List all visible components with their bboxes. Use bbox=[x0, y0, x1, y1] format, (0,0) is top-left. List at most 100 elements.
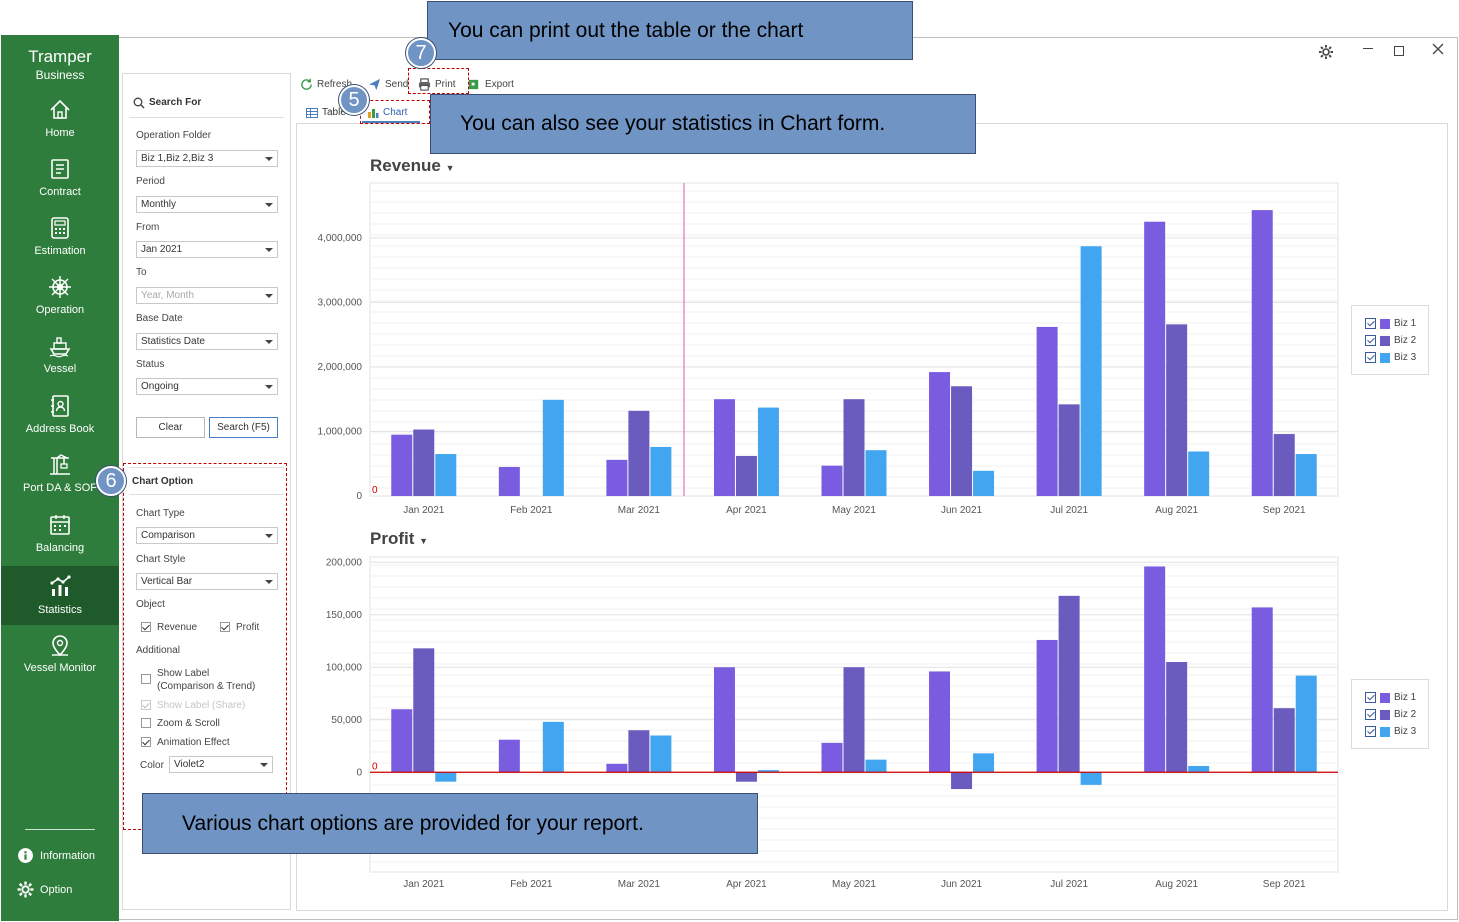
legend-item-biz2[interactable]: Biz 2 bbox=[1365, 335, 1416, 346]
maximize-icon[interactable] bbox=[1394, 46, 1404, 56]
bar-biz1-mar-2021 bbox=[606, 763, 628, 773]
address-book-icon bbox=[51, 395, 69, 417]
bar-biz3-jun-2021 bbox=[973, 753, 995, 773]
chart-type-value: Comparison bbox=[141, 530, 195, 541]
bar-biz3-jan-2021 bbox=[435, 454, 457, 496]
revenue-legend: Biz 1 Biz 2 Biz 3 bbox=[1351, 305, 1429, 375]
sidebar-item-contract[interactable]: Contract bbox=[1, 153, 119, 209]
print-button[interactable]: Print bbox=[418, 78, 456, 91]
sidebar-item-information[interactable]: Information bbox=[17, 847, 95, 864]
tab-chart[interactable]: Chart bbox=[367, 107, 407, 118]
sidebar-item-label: Estimation bbox=[34, 245, 86, 257]
bar-biz3-jun-2021 bbox=[973, 470, 995, 496]
x-tick-label: Aug 2021 bbox=[1155, 879, 1198, 890]
bar-biz3-jul-2021 bbox=[1080, 772, 1102, 785]
close-icon[interactable] bbox=[1432, 42, 1444, 58]
sidebar-item-option[interactable]: Option bbox=[17, 881, 72, 898]
y-tick-label: 100,000 bbox=[326, 662, 363, 673]
bar-biz3-apr-2021 bbox=[757, 407, 779, 496]
sidebar-item-balancing[interactable]: Balancing bbox=[1, 509, 119, 565]
legend-swatch bbox=[1380, 318, 1390, 329]
x-tick-label: Jun 2021 bbox=[941, 879, 983, 890]
print-highlight bbox=[408, 68, 469, 94]
status-value: Ongoing bbox=[141, 381, 179, 392]
export-button[interactable]: Export bbox=[468, 78, 514, 91]
bar-biz1-jan-2021 bbox=[391, 709, 413, 773]
color-select[interactable]: Violet2 bbox=[169, 756, 273, 773]
sidebar-item-operation[interactable]: Operation bbox=[1, 271, 119, 327]
legend-label: Biz 1 bbox=[1394, 692, 1417, 703]
sidebar-item-label: Operation bbox=[35, 304, 85, 316]
sidebar-item-vessel-monitor[interactable]: Vessel Monitor bbox=[1, 629, 119, 685]
x-tick-label: Apr 2021 bbox=[726, 879, 767, 890]
bar-biz1-may-2021 bbox=[821, 465, 843, 496]
brand-name: Tramper bbox=[28, 47, 92, 66]
from-select[interactable]: Jan 2021 bbox=[136, 241, 278, 258]
legend-checkbox bbox=[1365, 692, 1376, 703]
tab-table[interactable]: Table bbox=[306, 107, 346, 118]
bar-biz2-aug-2021 bbox=[1166, 324, 1188, 496]
bar-biz3-may-2021 bbox=[865, 759, 887, 773]
bar-biz3-sep-2021 bbox=[1295, 454, 1317, 496]
bar-biz1-aug-2021 bbox=[1144, 566, 1166, 773]
legend-item-biz1[interactable]: Biz 1 bbox=[1365, 318, 1416, 329]
minimize-icon[interactable] bbox=[1363, 48, 1373, 49]
clear-button[interactable]: Clear bbox=[136, 417, 205, 438]
sidebar-item-address-book[interactable]: Address Book bbox=[1, 390, 119, 446]
send-button[interactable]: Send bbox=[368, 78, 408, 91]
checkbox-box bbox=[220, 622, 230, 632]
table-icon bbox=[306, 107, 318, 118]
legend-item-biz3[interactable]: Biz 3 bbox=[1365, 726, 1416, 737]
legend-swatch bbox=[1380, 692, 1390, 703]
calculator-icon bbox=[51, 217, 69, 239]
operation-folder-select[interactable]: Biz 1,Biz 2,Biz 3 bbox=[136, 150, 278, 167]
legend-item-biz2[interactable]: Biz 2 bbox=[1365, 709, 1416, 720]
to-select[interactable]: Year, Month bbox=[136, 287, 278, 304]
sidebar-item-label: Address Book bbox=[25, 423, 95, 435]
chart-option-highlight bbox=[123, 463, 287, 830]
y-tick-label: 50,000 bbox=[331, 715, 362, 726]
legend-item-biz1[interactable]: Biz 1 bbox=[1365, 692, 1416, 703]
bar-biz2-jul-2021 bbox=[1058, 404, 1080, 496]
send-icon bbox=[368, 78, 381, 91]
from-label: From bbox=[136, 222, 160, 233]
profit-chart-title[interactable]: Profit ▼ bbox=[370, 529, 428, 549]
bar-biz3-may-2021 bbox=[865, 450, 887, 496]
sidebar-item-statistics[interactable]: Statistics bbox=[1, 566, 119, 625]
x-tick-label: Jul 2021 bbox=[1050, 505, 1088, 516]
period-select[interactable]: Monthly bbox=[136, 196, 278, 213]
bar-biz1-may-2021 bbox=[821, 742, 843, 773]
y-tick-label: 4,000,000 bbox=[318, 233, 363, 244]
send-label: Send bbox=[385, 79, 409, 90]
legend-item-biz3[interactable]: Biz 3 bbox=[1365, 352, 1416, 363]
chart-style-select[interactable]: Vertical Bar bbox=[136, 573, 278, 590]
sidebar-item-port-da-sof[interactable]: Port DA & SOF bbox=[1, 449, 119, 505]
bar-biz1-sep-2021 bbox=[1251, 210, 1273, 496]
chevron-down-icon bbox=[265, 294, 273, 298]
legend-checkbox bbox=[1365, 709, 1376, 720]
chevron-down-icon bbox=[265, 340, 273, 344]
port-crane-icon bbox=[50, 454, 70, 475]
show-label-text: Show Label (Comparison & Trend) bbox=[157, 667, 255, 693]
refresh-button[interactable]: Refresh bbox=[300, 78, 352, 91]
base-date-select[interactable]: Statistics Date bbox=[136, 333, 278, 350]
sidebar-item-vessel[interactable]: Vessel bbox=[1, 330, 119, 386]
x-tick-label: Jan 2021 bbox=[403, 505, 445, 516]
sidebar-item-home[interactable]: Home bbox=[1, 94, 119, 150]
revenue-chart-title[interactable]: Revenue ▼ bbox=[370, 156, 455, 176]
bar-biz3-jul-2021 bbox=[1080, 246, 1102, 496]
sidebar-item-estimation[interactable]: Estimation bbox=[1, 212, 119, 268]
search-button[interactable]: Search (F5) bbox=[209, 417, 278, 438]
y-tick-label: 0 bbox=[356, 491, 362, 502]
bar-biz2-aug-2021 bbox=[1166, 662, 1188, 773]
gear-icon[interactable] bbox=[1318, 44, 1334, 63]
status-select[interactable]: Ongoing bbox=[136, 378, 278, 395]
sidebar: Tramper Business Home Contract Estimatio… bbox=[1, 35, 119, 921]
export-icon bbox=[468, 79, 479, 90]
checkbox-box bbox=[141, 718, 151, 728]
chart-type-select[interactable]: Comparison bbox=[136, 527, 278, 544]
bar-biz3-jan-2021 bbox=[435, 772, 457, 782]
bar-biz2-jul-2021 bbox=[1058, 595, 1080, 773]
option-label: Option bbox=[40, 883, 73, 896]
